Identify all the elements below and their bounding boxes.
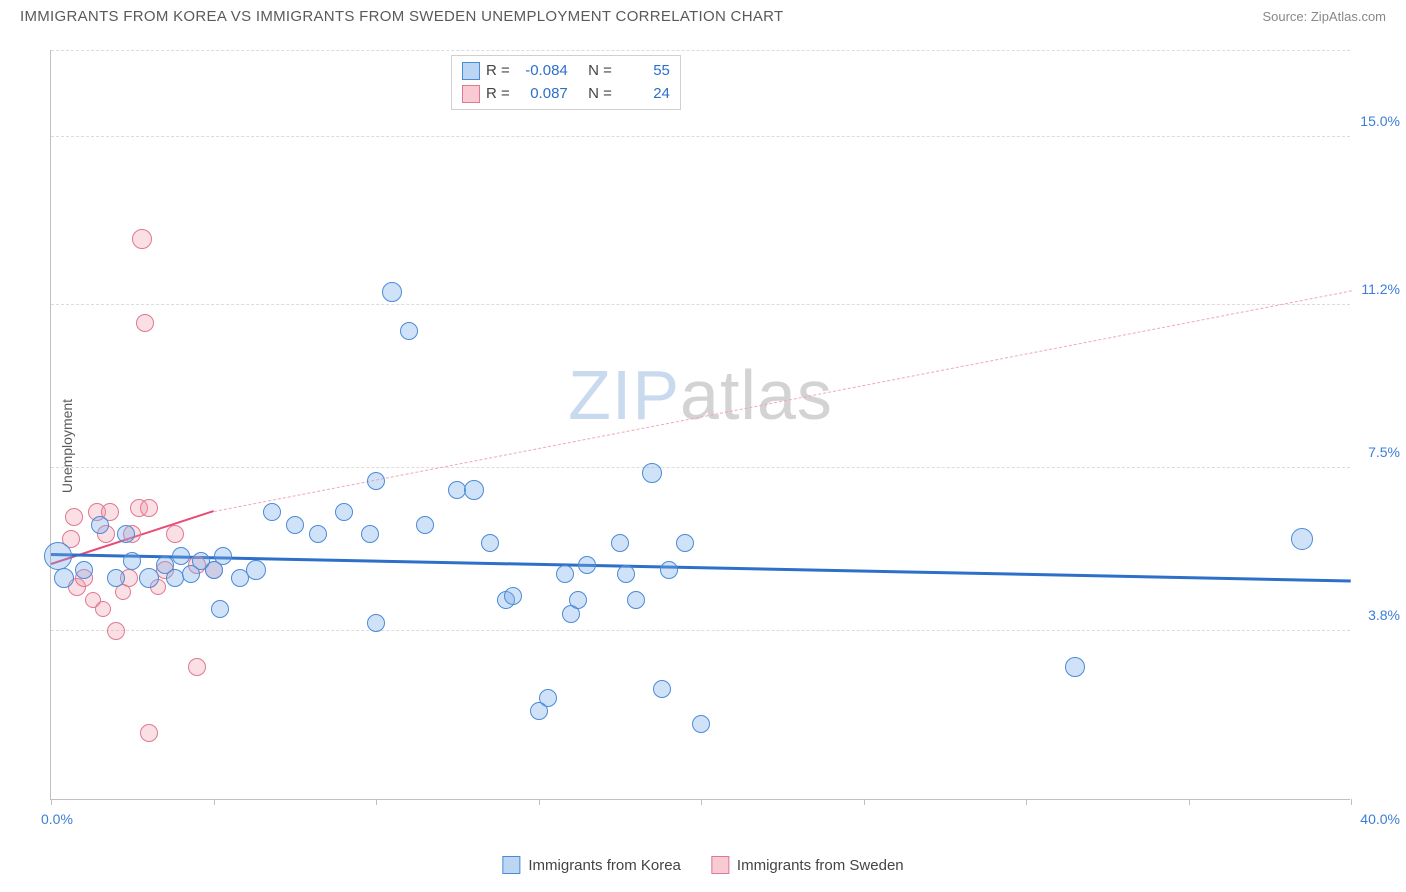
legend-label: Immigrants from Sweden [737, 857, 904, 874]
data-point [1291, 528, 1313, 550]
data-point [107, 622, 125, 640]
data-point [117, 525, 135, 543]
y-tick-label: 7.5% [1368, 444, 1400, 460]
data-point [569, 591, 587, 609]
watermark: ZIPatlas [568, 355, 833, 435]
legend-label: Immigrants from Korea [528, 857, 681, 874]
data-point [416, 516, 434, 534]
x-tick [864, 799, 865, 805]
data-point [692, 715, 710, 733]
y-tick-label: 11.2% [1361, 281, 1400, 297]
data-point [211, 600, 229, 618]
data-point [578, 556, 596, 574]
legend-row: R = 0.087 N = 24 [462, 83, 670, 106]
data-point [361, 525, 379, 543]
x-tick [376, 799, 377, 805]
data-point [464, 480, 484, 500]
data-point [54, 568, 74, 588]
data-point [139, 568, 159, 588]
gridline [51, 136, 1350, 137]
legend-item: Immigrants from Sweden [711, 856, 904, 874]
data-point [642, 463, 662, 483]
data-point [660, 561, 678, 579]
data-point [676, 534, 694, 552]
data-point [263, 503, 281, 521]
x-tick [51, 799, 52, 805]
r-value: -0.084 [516, 60, 568, 83]
legend-swatch [711, 856, 729, 874]
data-point [123, 552, 141, 570]
data-point [335, 503, 353, 521]
data-point [504, 587, 522, 605]
legend-row: R = -0.084 N = 55 [462, 60, 670, 83]
x-tick [1351, 799, 1352, 805]
data-point [556, 565, 574, 583]
data-point [44, 542, 72, 570]
correlation-legend: R = -0.084 N = 55 R = 0.087 N = 24 [451, 55, 681, 110]
legend-swatch [502, 856, 520, 874]
data-point [1065, 657, 1085, 677]
x-tick [214, 799, 215, 805]
data-point [627, 591, 645, 609]
data-point [140, 499, 158, 517]
x-axis-min: 0.0% [41, 811, 73, 827]
data-point [132, 229, 152, 249]
data-point [107, 569, 125, 587]
data-point [400, 322, 418, 340]
data-point [309, 525, 327, 543]
x-axis-max: 40.0% [1360, 811, 1400, 827]
x-tick [701, 799, 702, 805]
data-point [172, 547, 190, 565]
gridline [51, 630, 1350, 631]
legend-item: Immigrants from Korea [502, 856, 681, 874]
legend-swatch [462, 62, 480, 80]
data-point [481, 534, 499, 552]
x-tick [1026, 799, 1027, 805]
data-point [246, 560, 266, 580]
data-point [539, 689, 557, 707]
series-legend: Immigrants from Korea Immigrants from Swe… [502, 856, 903, 874]
data-point [214, 547, 232, 565]
data-point [382, 282, 402, 302]
data-point [75, 561, 93, 579]
data-point [91, 516, 109, 534]
chart-plot-area: ZIPatlas R = -0.084 N = 55R = 0.087 N = 24 0… [50, 50, 1350, 800]
r-label: R = [486, 83, 510, 106]
chart-title: IMMIGRANTS FROM KOREA VS IMMIGRANTS FROM… [20, 8, 783, 25]
n-label: N = [588, 83, 612, 106]
x-tick [1189, 799, 1190, 805]
data-point [95, 601, 111, 617]
data-point [166, 525, 184, 543]
n-label: N = [588, 60, 612, 83]
y-tick-label: 15.0% [1360, 113, 1400, 129]
x-tick [539, 799, 540, 805]
y-tick-label: 3.8% [1368, 607, 1400, 623]
data-point [188, 658, 206, 676]
data-point [140, 724, 158, 742]
gridline [51, 467, 1350, 468]
legend-swatch [462, 85, 480, 103]
n-value: 24 [618, 83, 670, 106]
n-value: 55 [618, 60, 670, 83]
data-point [136, 314, 154, 332]
data-point [367, 614, 385, 632]
gridline [51, 304, 1350, 305]
r-value: 0.087 [516, 83, 568, 106]
data-point [617, 565, 635, 583]
data-point [65, 508, 83, 526]
data-point [367, 472, 385, 490]
data-point [653, 680, 671, 698]
source-label: Source: ZipAtlas.com [1262, 9, 1386, 24]
data-point [611, 534, 629, 552]
data-point [286, 516, 304, 534]
r-label: R = [486, 60, 510, 83]
